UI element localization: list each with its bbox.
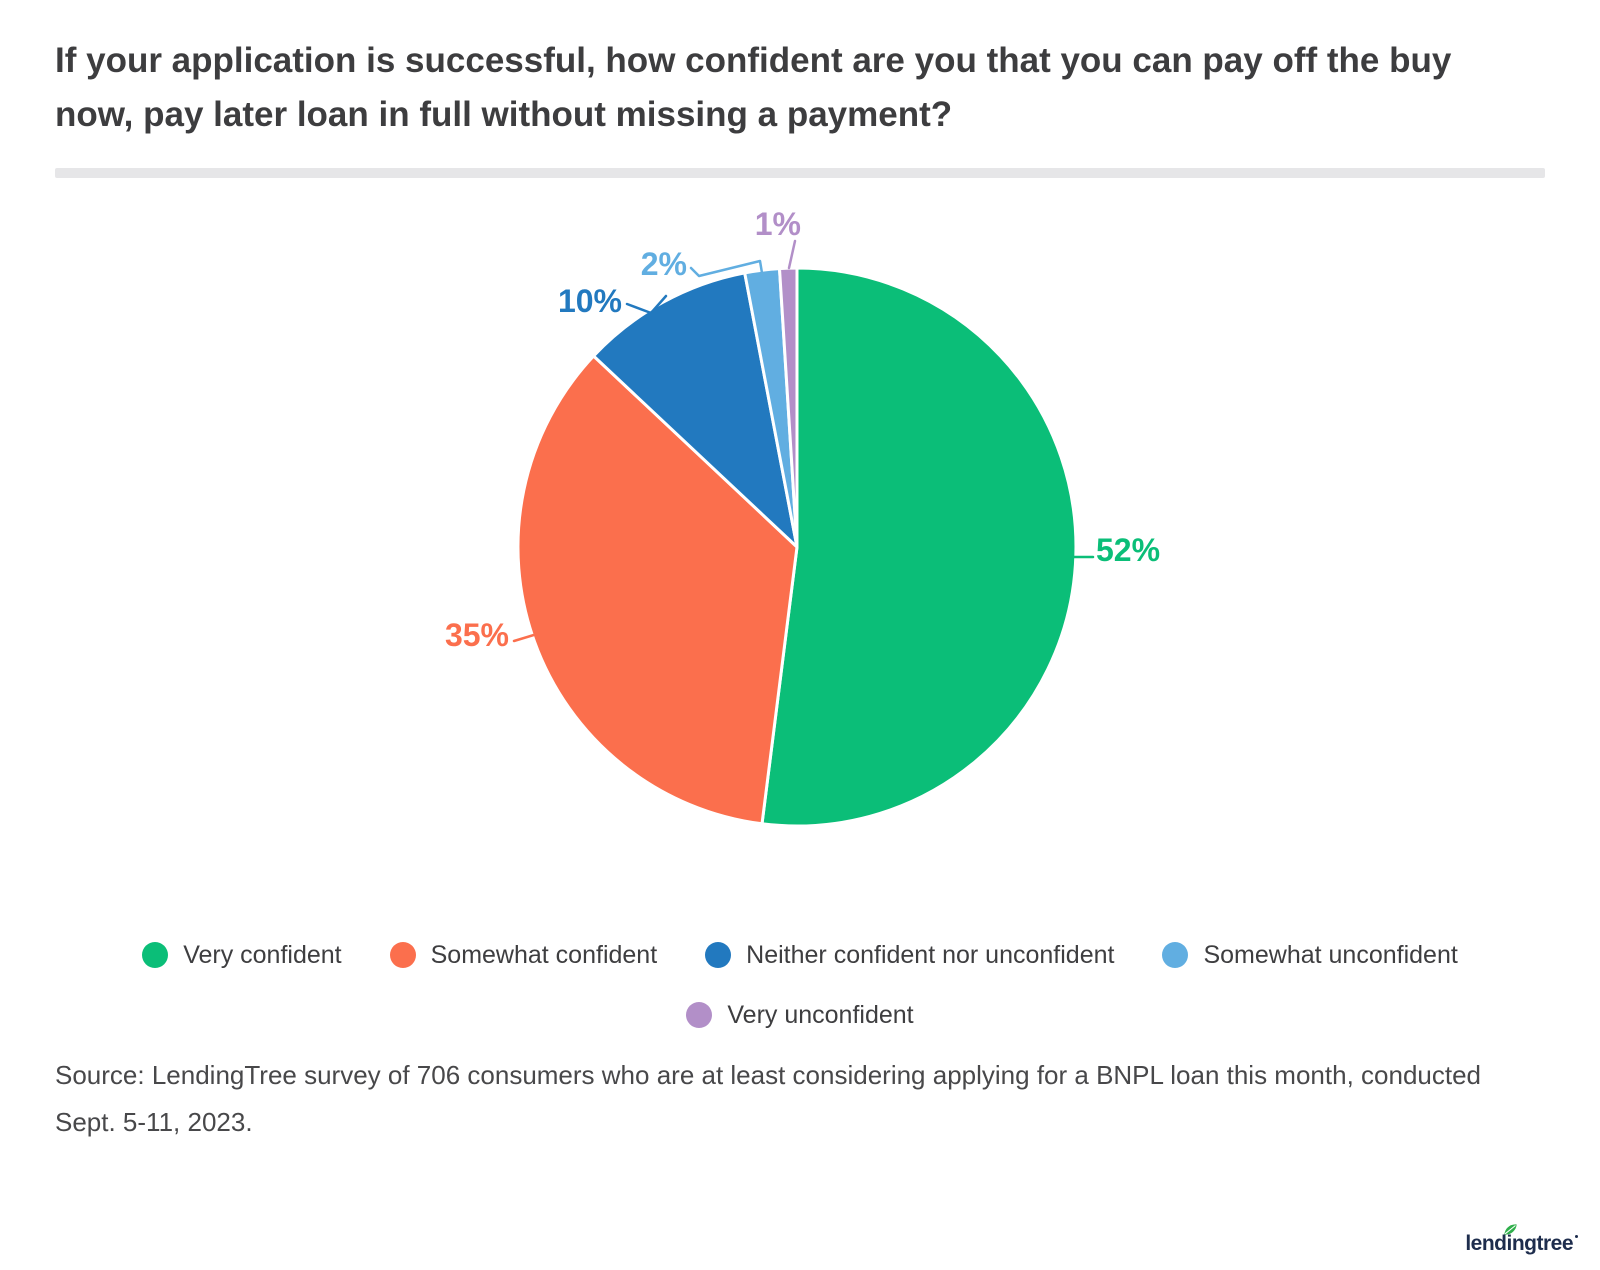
legend-row-1: Very confident Somewhat confident Neithe… [0, 942, 1600, 968]
legend-label-very-confident: Very confident [183, 940, 342, 969]
logo-text-wrap: lendingtree [1465, 1224, 1573, 1256]
value-label-somewhat-unconfident: 2% [641, 246, 687, 282]
lendingtree-logo: lendingtree [1465, 1224, 1578, 1258]
legend-item-somewhat-unconfident: Somewhat unconfident [1162, 940, 1458, 969]
legend-item-very-unconfident: Very unconfident [686, 1000, 914, 1029]
legend-row-2: Very unconfident [0, 1002, 1600, 1028]
legend-swatch-somewhat-confident [389, 942, 416, 968]
pie-slice-somewhat-confident [516, 354, 799, 826]
pie-slice-neither-confident-nor-unconfident [592, 271, 799, 549]
legend-item-neither-confident-nor-unconfident: Neither confident nor unconfident [705, 942, 1114, 968]
legend-label-very-unconfident: Very unconfident [727, 1000, 914, 1029]
legend-swatch-very-confident [142, 942, 169, 968]
pie-chart: 52% 35% 10% 2% 1% [445, 206, 1160, 828]
value-label-very-confident: 52% [1096, 532, 1160, 568]
trademark-dot [1575, 1235, 1578, 1238]
legend-item-somewhat-confident: Somewhat confident [389, 940, 658, 969]
pie-slice-very-confident [760, 266, 1078, 828]
callout-line-very-unconfident [787, 239, 797, 270]
legend-swatch-very-unconfident [686, 1002, 713, 1028]
value-label-somewhat-confident: 35% [445, 617, 509, 653]
source-note: Source: LendingTree survey of 706 consum… [55, 1060, 1482, 1137]
title-divider [55, 168, 1545, 178]
legend-label-somewhat-confident: Somewhat confident [430, 940, 658, 969]
chart-area: 52% 35% 10% 2% 1% [0, 182, 1600, 914]
chart-title: If your application is successful, how c… [55, 41, 1452, 134]
value-label-very-unconfident: 1% [755, 206, 801, 242]
leaf-icon [1504, 1224, 1517, 1235]
logo-text: lendingtree [1465, 1232, 1573, 1255]
legend-swatch-neither-confident-nor-unconfident [705, 942, 732, 968]
legend-item-very-confident: Very confident [142, 940, 342, 969]
callout-line-somewhat-confident [512, 632, 539, 643]
legend-swatch-somewhat-unconfident [1162, 942, 1189, 968]
legend-label-somewhat-unconfident: Somewhat unconfident [1203, 940, 1458, 969]
callout-line-somewhat-unconfident [689, 259, 764, 278]
chart-legend: Very confident Somewhat confident Neithe… [0, 942, 1600, 1028]
callout-line-neither-confident-nor-unconfident [625, 294, 668, 315]
value-label-neither-confident-nor-unconfident: 10% [558, 283, 622, 319]
legend-label-neither-confident-nor-unconfident: Neither confident nor unconfident [746, 940, 1115, 969]
